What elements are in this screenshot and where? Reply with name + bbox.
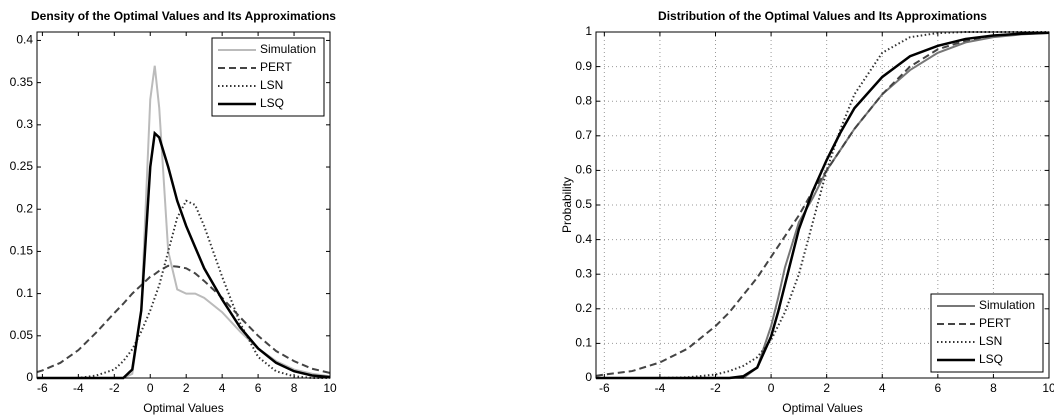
x-tick-label: 2 — [823, 381, 830, 395]
y-axis-label: Probability — [560, 177, 574, 233]
x-tick-label: -2 — [109, 381, 120, 395]
y-tick-label: 0 — [585, 370, 592, 384]
series-line — [37, 130, 331, 380]
x-tick-label: -4 — [655, 381, 666, 395]
legend-label: LSQ — [260, 96, 284, 110]
y-tick-label: 0.4 — [575, 232, 592, 246]
y-tick-label: 0.35 — [10, 75, 34, 89]
y-tick-label: 0.05 — [10, 328, 34, 342]
x-tick-label: 6 — [255, 381, 262, 395]
x-tick-label: -4 — [73, 381, 84, 395]
y-tick-label: 0.9 — [575, 59, 592, 73]
x-tick-label: 8 — [291, 381, 298, 395]
plot-frame — [595, 31, 1050, 379]
y-tick-label: 0.2 — [575, 301, 592, 315]
legend-label: Simulation — [260, 42, 316, 56]
series-line — [37, 199, 330, 379]
x-tick-label: 0 — [768, 381, 775, 395]
x-axis-label: Optimal Values — [782, 401, 862, 415]
y-tick-label: 0.3 — [16, 117, 33, 131]
x-tick-label: 10 — [1042, 381, 1054, 395]
y-tick-label: 0.3 — [575, 266, 592, 280]
chart-title: Density of the Optimal Values and Its Ap… — [31, 9, 336, 23]
x-tick-label: -6 — [37, 381, 48, 395]
y-tick-label: 0.4 — [16, 33, 33, 47]
y-tick-label: 0.15 — [10, 244, 34, 258]
legend-label: LSN — [260, 78, 283, 92]
x-tick-label: 6 — [934, 381, 941, 395]
y-tick-label: 0.1 — [16, 286, 33, 300]
legend-label: LSQ — [979, 352, 1003, 366]
legend-label: PERT — [260, 60, 292, 74]
y-tick-label: 0.5 — [575, 197, 592, 211]
y-tick-label: 0.8 — [575, 93, 592, 107]
x-axis-label: Optimal Values — [143, 401, 223, 415]
series-line — [36, 264, 331, 374]
y-tick-label: 0.2 — [16, 201, 33, 215]
x-tick-label: 8 — [990, 381, 997, 395]
series-line — [595, 31, 1050, 377]
x-tick-label: 10 — [323, 381, 337, 395]
y-tick-label: 1 — [585, 24, 592, 38]
y-tick-label: 0.7 — [575, 128, 592, 142]
legend-label: PERT — [979, 316, 1011, 330]
x-tick-label: 4 — [879, 381, 886, 395]
y-tick-label: 0.6 — [575, 163, 592, 177]
x-tick-label: 0 — [147, 381, 154, 395]
x-tick-label: 2 — [183, 381, 190, 395]
x-tick-label: -2 — [710, 381, 721, 395]
y-tick-label: 0 — [26, 370, 33, 384]
y-tick-label: 0.25 — [10, 159, 34, 173]
chart-title: Distribution of the Optimal Values and I… — [658, 9, 987, 23]
legend-label: Simulation — [979, 298, 1035, 312]
plot-frame — [36, 31, 331, 379]
y-tick-label: 0.1 — [575, 336, 592, 350]
x-tick-label: 4 — [219, 381, 226, 395]
x-tick-label: -6 — [599, 381, 610, 395]
legend-label: LSN — [979, 334, 1002, 348]
